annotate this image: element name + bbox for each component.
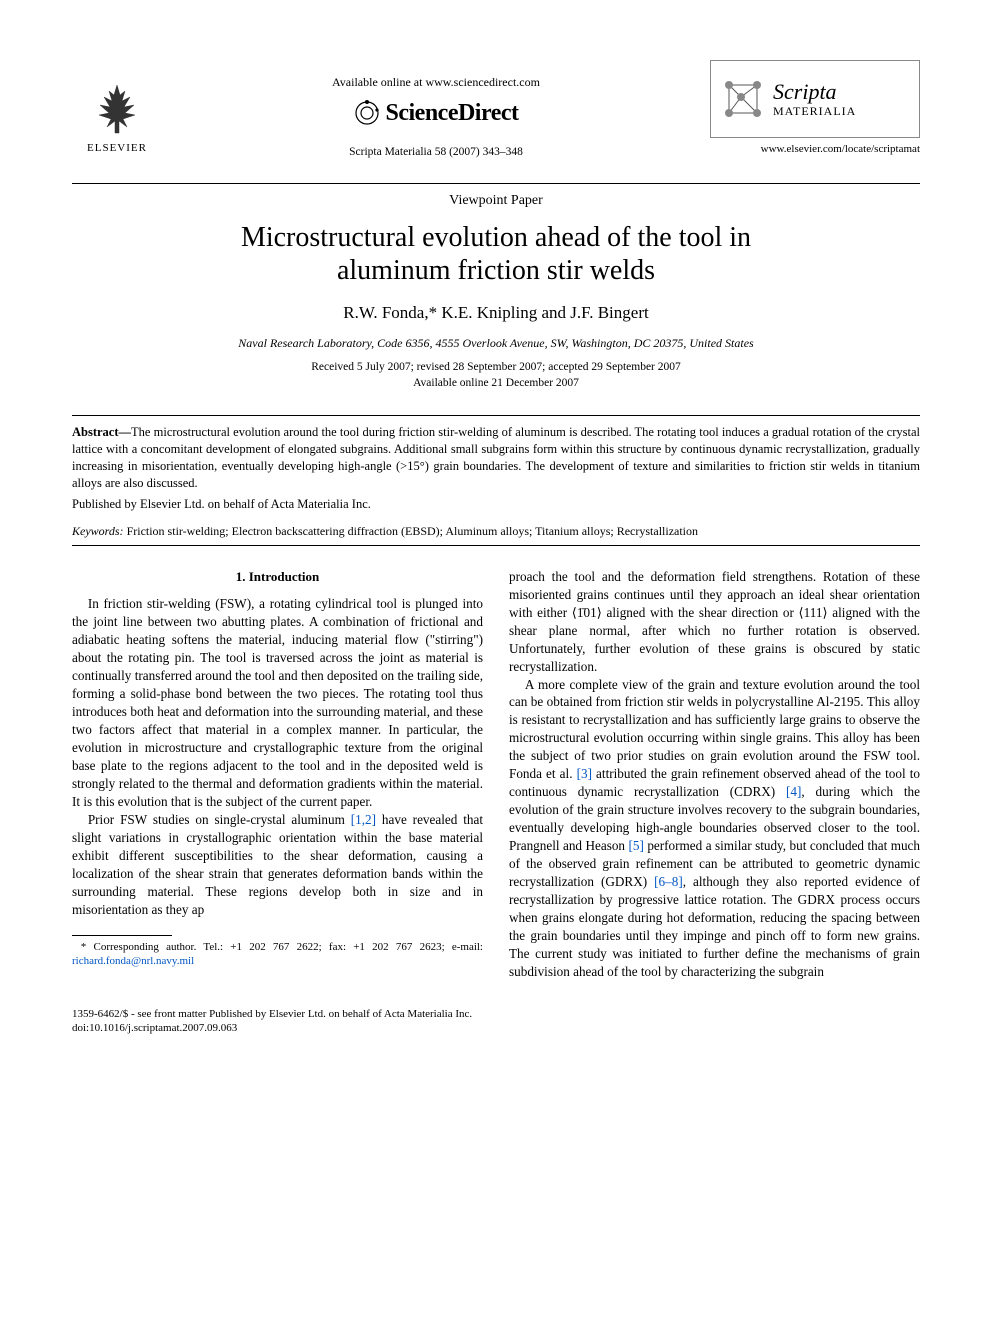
paragraph-3: A more complete view of the grain and te… <box>509 676 920 981</box>
journal-title: Scripta MATERIALIA <box>773 81 856 117</box>
paper-type: Viewpoint Paper <box>72 192 920 211</box>
abstract-top-divider <box>72 415 920 416</box>
dates-line-1: Received 5 July 2007; revised 28 Septemb… <box>311 361 681 373</box>
left-column: 1. Introduction In friction stir-welding… <box>72 568 483 981</box>
page-footer: 1359-6462/$ - see front matter Published… <box>72 1007 920 1036</box>
footnote-text: * Corresponding author. Tel.: +1 202 767… <box>81 941 483 953</box>
keywords-block: Keywords: Friction stir-welding; Electro… <box>72 523 920 539</box>
title-line-1: Microstructural evolution ahead of the t… <box>241 222 751 253</box>
journal-cover-box: Scripta MATERIALIA <box>710 60 920 138</box>
abstract-label: Abstract— <box>72 425 131 439</box>
journal-box-wrapper: Scripta MATERIALIA www.elsevier.com/loca… <box>710 60 920 175</box>
footer-doi: doi:10.1016/j.scriptamat.2007.09.063 <box>72 1021 920 1035</box>
section-heading-intro: 1. Introduction <box>72 568 483 586</box>
journal-url: www.elsevier.com/locate/scriptamat <box>710 142 920 157</box>
footnote-email-link[interactable]: richard.fonda@nrl.navy.mil <box>72 955 194 967</box>
citation-link-3[interactable]: [3] <box>577 766 592 781</box>
right-column: proach the tool and the deformation fiel… <box>509 568 920 981</box>
paper-title: Microstructural evolution ahead of the t… <box>72 221 920 288</box>
sciencedirect-logo: ScienceDirect <box>354 97 519 129</box>
center-header: Available online at www.sciencedirect.co… <box>162 74 710 160</box>
dates-block: Received 5 July 2007; revised 28 Septemb… <box>72 359 920 391</box>
elsevier-tree-icon <box>87 79 147 139</box>
available-online-text: Available online at www.sciencedirect.co… <box>332 74 540 90</box>
page-header: ELSEVIER Available online at www.science… <box>72 60 920 175</box>
abstract-text: The microstructural evolution around the… <box>72 425 920 490</box>
footnote-divider <box>72 935 172 936</box>
citation-link-4[interactable]: [4] <box>786 784 801 799</box>
paragraph-2-left: Prior FSW studies on single-crystal alum… <box>72 811 483 919</box>
abstract-block: Abstract—The microstructural evolution a… <box>72 424 920 492</box>
header-divider <box>72 183 920 184</box>
footer-copyright: 1359-6462/$ - see front matter Published… <box>72 1007 920 1021</box>
elsevier-label: ELSEVIER <box>87 141 147 156</box>
journal-title-materialia: MATERIALIA <box>773 105 856 117</box>
paragraph-1: In friction stir-welding (FSW), a rotati… <box>72 595 483 810</box>
abstract-bottom-divider <box>72 545 920 546</box>
sciencedirect-icon <box>354 100 380 126</box>
sciencedirect-text: ScienceDirect <box>386 97 519 129</box>
elsevier-logo-block: ELSEVIER <box>72 79 162 156</box>
corresponding-author-footnote: * Corresponding author. Tel.: +1 202 767… <box>72 940 483 969</box>
affiliation: Naval Research Laboratory, Code 6356, 45… <box>72 335 920 351</box>
journal-lattice-icon <box>721 77 765 121</box>
title-line-2: aluminum friction stir welds <box>337 255 655 286</box>
keywords-text: Friction stir-welding; Electron backscat… <box>124 524 698 538</box>
authors: R.W. Fonda,* K.E. Knipling and J.F. Bing… <box>72 302 920 325</box>
journal-title-scripta: Scripta <box>773 81 856 103</box>
citation-link-5[interactable]: [5] <box>628 838 643 853</box>
published-by: Published by Elsevier Ltd. on behalf of … <box>72 496 920 513</box>
dates-line-2: Available online 21 December 2007 <box>413 377 579 389</box>
journal-reference: Scripta Materialia 58 (2007) 343–348 <box>349 145 523 161</box>
paragraph-2-right: proach the tool and the deformation fiel… <box>509 568 920 676</box>
citation-link-6-8[interactable]: [6–8] <box>654 874 683 889</box>
body-columns: 1. Introduction In friction stir-welding… <box>72 568 920 981</box>
citation-link-1-2[interactable]: [1,2] <box>351 812 376 827</box>
keywords-label: Keywords: <box>72 524 124 538</box>
